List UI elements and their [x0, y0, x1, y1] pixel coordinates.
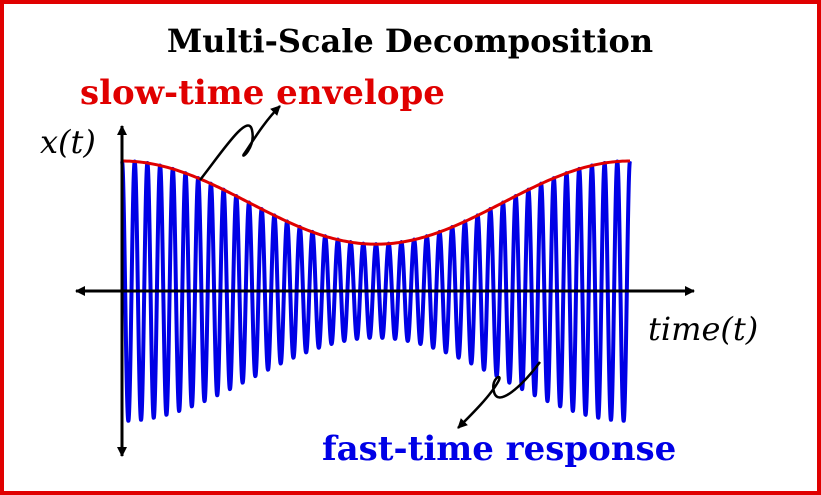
response-pointer-arrow: [457, 361, 541, 429]
x-axis-label: time(t): [648, 310, 758, 348]
y-axis-label: x(t): [40, 123, 96, 161]
diagram-title: Multi-Scale Decomposition: [167, 22, 653, 60]
envelope-pointer-arrow: [199, 105, 281, 181]
response-label: fast-time response: [322, 429, 676, 469]
envelope-label: slow-time envelope: [80, 73, 445, 113]
slow-time-envelope-curve: [121, 159, 631, 246]
